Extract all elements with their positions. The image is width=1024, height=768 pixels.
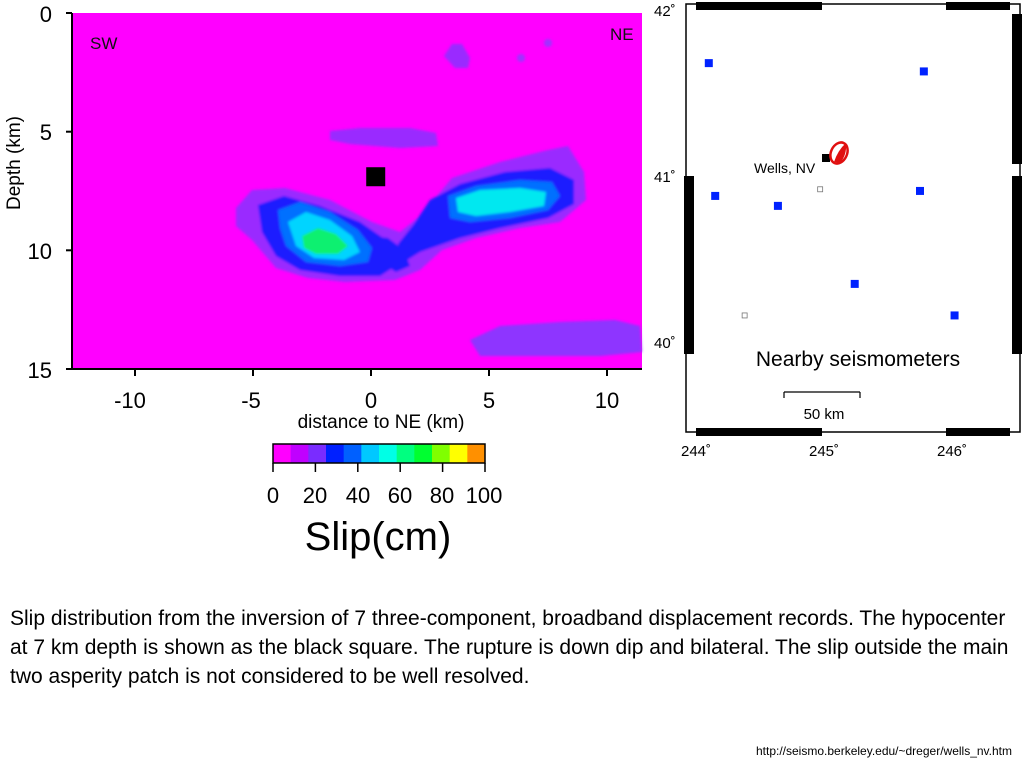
x-tick-marks	[134, 369, 608, 376]
colorbar-ticks	[272, 463, 486, 472]
colorbar-cell	[396, 444, 415, 463]
x-tick-label: 0	[365, 388, 377, 413]
colorbar-tick-label: 80	[430, 483, 454, 508]
seismometer-station	[850, 279, 859, 288]
slip-patch-green-core	[302, 228, 348, 254]
colorbar-cell	[308, 444, 327, 463]
slip-patches	[236, 39, 642, 356]
seismometer-station	[704, 59, 713, 68]
colorbar-tick-label: 20	[303, 483, 327, 508]
colorbar-cell	[343, 444, 362, 463]
colorbar-tick-label: 100	[466, 483, 503, 508]
lon-label-245: 245˚	[809, 443, 839, 460]
colorbar-cell	[379, 444, 398, 463]
hypocenter-marker	[366, 167, 386, 187]
x-tick-label: -10	[114, 388, 146, 413]
seismometer-station	[916, 186, 924, 195]
colorbar-cell	[290, 444, 309, 463]
colorbar-tick-label: 60	[388, 483, 412, 508]
map-border-bars	[684, 2, 1022, 436]
slip-patch-small-top	[444, 44, 470, 68]
seismometer-stations	[704, 59, 959, 320]
x-tick-label: -5	[241, 388, 261, 413]
slip-patch-blue-join	[370, 236, 410, 272]
slip-patch-halo-bottom	[470, 320, 642, 356]
wells-nv-label: Wells, NV	[754, 160, 816, 176]
seismometer-station	[773, 201, 782, 210]
seismometer-station	[711, 191, 720, 200]
colorbar-cell	[414, 444, 433, 463]
y-tick-marks	[66, 12, 72, 370]
colorbar-cell	[326, 444, 345, 463]
slip-patch-halo-top	[330, 128, 438, 148]
figure-caption: Slip distribution from the inversion of …	[10, 607, 1009, 688]
x-tick-label: 10	[595, 388, 619, 413]
colorbar-cell	[361, 444, 380, 463]
corner-label-ne: NE	[610, 25, 634, 44]
wells-nv-marker	[822, 154, 830, 162]
colorbar-cell	[432, 444, 451, 463]
lon-label-246: 246˚	[937, 443, 967, 460]
y-tick-label: 5	[40, 120, 52, 145]
lat-label-42: 42˚	[654, 3, 676, 20]
lon-label-244: 244˚	[681, 443, 711, 460]
corner-label-sw: SW	[90, 34, 117, 53]
y-tick-label: 15	[28, 358, 52, 383]
colorbar-cell	[467, 444, 486, 463]
colorbar-cell	[449, 444, 468, 463]
y-tick-label: 0	[40, 2, 52, 27]
unused-station	[817, 186, 824, 193]
colorbar-tick-label: 40	[346, 483, 370, 508]
source-url[interactable]: http://seismo.berkeley.edu/~dreger/wells…	[755, 744, 1012, 758]
slip-patch-dot-a	[517, 54, 525, 62]
slip-distribution-figure: 0 5 10 15 -10 -5 0 5 10 Depth (km) dista…	[4, 2, 642, 559]
slip-patch-cyan-east	[456, 188, 546, 216]
y-axis-title: Depth (km)	[4, 116, 25, 210]
focal-mechanism-fill	[834, 143, 847, 163]
colorbar-title: Slip(cm)	[305, 515, 452, 559]
seismometer-station	[919, 67, 928, 76]
map-legend-text: Nearby seismometers	[756, 348, 960, 371]
y-tick-label: 10	[28, 239, 52, 264]
slip-patch-dot-b	[544, 39, 552, 47]
colorbar-cell	[273, 444, 292, 463]
map-scale-label: 50 km	[804, 406, 845, 423]
x-tick-label: 5	[483, 388, 495, 413]
colorbar-frame	[272, 443, 486, 464]
colorbar-tick-label: 0	[267, 483, 279, 508]
x-axis-title: distance to NE (km)	[298, 412, 465, 433]
lat-label-40: 40˚	[654, 335, 676, 352]
colorbar	[273, 444, 486, 463]
unused-station	[741, 312, 748, 319]
station-map: 42˚ 41˚ 40˚ 244˚ 245˚ 246˚ Wells, NV Nea…	[654, 2, 1022, 460]
lat-label-41: 41˚	[654, 169, 676, 186]
seismometer-station	[950, 311, 959, 320]
map-scale-bar	[783, 391, 861, 398]
